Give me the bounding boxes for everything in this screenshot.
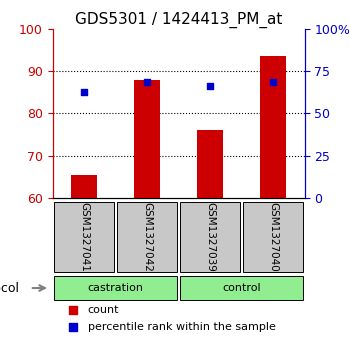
Point: [70, 325, 76, 330]
Text: GSM1327042: GSM1327042: [142, 202, 152, 272]
Bar: [180, 202, 240, 273]
Text: castration: castration: [88, 283, 144, 293]
Text: count: count: [88, 305, 119, 315]
Point: [70, 307, 76, 313]
Title: GDS5301 / 1424413_PM_at: GDS5301 / 1424413_PM_at: [75, 12, 282, 28]
Bar: [54, 202, 114, 273]
Point: [207, 83, 213, 89]
Text: GSM1327041: GSM1327041: [79, 202, 89, 272]
Text: GSM1327040: GSM1327040: [268, 202, 278, 272]
Text: GSM1327039: GSM1327039: [205, 202, 215, 272]
Bar: [260, 57, 286, 198]
Bar: [197, 130, 223, 198]
Bar: [243, 202, 303, 273]
Point: [144, 79, 150, 85]
Text: percentile rank within the sample: percentile rank within the sample: [88, 322, 276, 333]
Point: [270, 79, 276, 85]
Point: [81, 89, 87, 95]
Bar: [180, 276, 303, 301]
Bar: [117, 202, 177, 273]
Text: control: control: [222, 283, 261, 293]
Text: protocol: protocol: [0, 282, 20, 294]
Bar: [71, 175, 97, 198]
Bar: [54, 276, 177, 301]
Bar: [134, 79, 160, 198]
